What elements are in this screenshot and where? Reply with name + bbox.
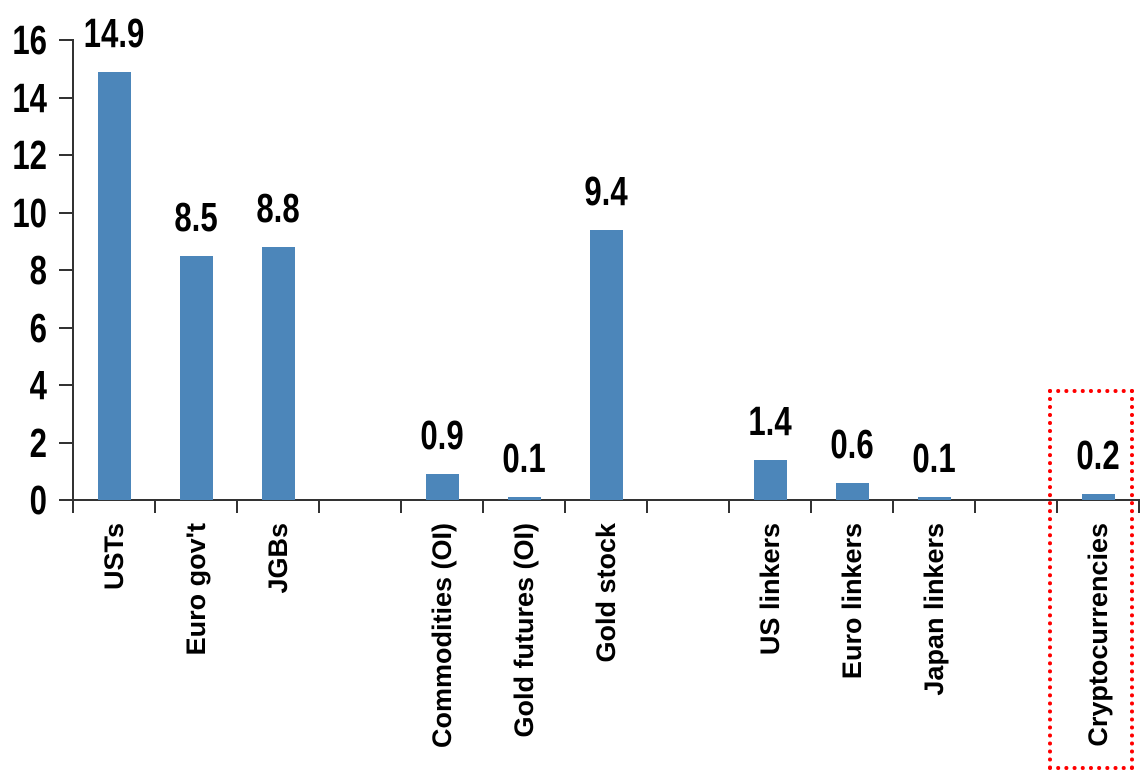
category-label: US linkers	[755, 523, 785, 656]
category-label: JGBs	[263, 523, 293, 594]
category-label: Japan linkers	[919, 523, 949, 696]
y-tick	[59, 96, 73, 99]
y-tick-label: 8	[29, 247, 47, 293]
bar-value-label: 8.8	[256, 185, 300, 231]
x-tick	[646, 500, 648, 513]
y-tick-label: 16	[12, 17, 47, 63]
bar	[589, 229, 623, 500]
bar	[425, 474, 459, 500]
bar-value-label: 0.1	[502, 435, 546, 482]
category-label: Gold futures (OI)	[509, 523, 539, 738]
y-tick-label: 10	[12, 189, 47, 236]
y-axis-line	[72, 39, 74, 501]
category-label: Euro linkers	[837, 523, 867, 680]
x-tick	[974, 500, 976, 513]
y-tick	[59, 154, 73, 156]
y-tick-label: 6	[29, 304, 47, 351]
bar-value-label: 0.9	[420, 412, 464, 459]
bar	[97, 71, 131, 500]
y-tick-label: 12	[12, 132, 47, 178]
highlight-box	[1048, 389, 1134, 770]
category-label: USTs	[99, 523, 129, 591]
x-tick	[318, 500, 320, 513]
bar-value-label: 8.5	[174, 193, 218, 240]
bar	[835, 482, 869, 500]
bar-value-label: 0.6	[830, 420, 874, 467]
y-tick	[59, 211, 73, 214]
y-tick	[59, 384, 73, 386]
category-label: Euro gov't	[181, 523, 211, 656]
category-label: Gold stock	[591, 523, 621, 663]
bar-value-label: 9.4	[584, 167, 628, 214]
bar-value-label: 0.1	[912, 435, 956, 482]
y-tick-label: 4	[29, 362, 47, 408]
x-tick	[482, 500, 484, 513]
bar	[917, 497, 951, 500]
bar-value-label: 1.4	[748, 397, 792, 444]
x-axis-line	[72, 499, 1140, 501]
y-tick	[59, 499, 73, 501]
bar	[1081, 494, 1115, 500]
y-tick-label: 0	[29, 477, 47, 523]
y-tick	[59, 269, 73, 271]
y-tick	[59, 441, 73, 444]
y-tick	[59, 39, 73, 41]
x-tick	[400, 500, 402, 513]
bar	[261, 247, 295, 500]
x-tick	[810, 500, 812, 513]
y-tick-label: 14	[12, 74, 47, 121]
x-tick	[564, 500, 566, 513]
x-tick	[1056, 500, 1058, 513]
bar	[507, 497, 541, 500]
bar	[753, 459, 787, 500]
x-tick	[728, 500, 730, 513]
category-label: Commodities (OI)	[427, 523, 457, 749]
bar	[179, 255, 213, 500]
y-tick	[59, 326, 73, 329]
y-tick-label: 2	[29, 419, 47, 466]
x-tick	[154, 500, 156, 513]
x-tick	[892, 500, 894, 513]
x-tick	[236, 500, 238, 513]
x-tick	[1138, 500, 1140, 513]
bar-value-label: 14.9	[83, 9, 145, 56]
x-tick	[72, 500, 74, 513]
bar-value-label: 0.2	[1076, 432, 1120, 479]
